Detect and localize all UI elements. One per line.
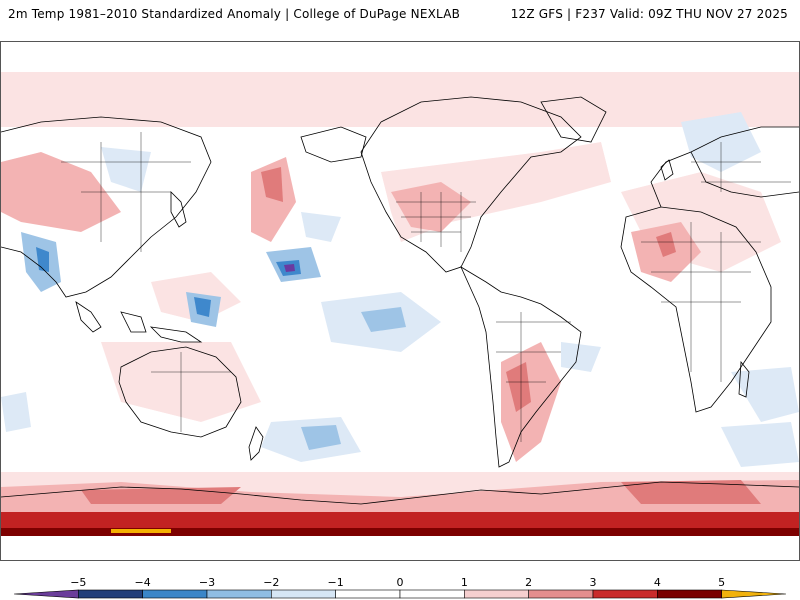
antarctic-warm-east (621, 480, 761, 504)
header: 2m Temp 1981–2010 Standardized Anomaly |… (0, 0, 800, 30)
negative-anomaly-layer (1, 112, 799, 467)
siberia-warm (1, 152, 121, 232)
colorbar-segment (335, 589, 401, 599)
colorbar-segment (528, 589, 594, 599)
colorbar-segment (399, 589, 465, 599)
west-pacific-cool-core (194, 297, 211, 317)
antarctic-interior-warm (1, 512, 799, 530)
colorbar-segment (271, 589, 336, 599)
indian-ocean-cool (731, 367, 799, 422)
antarctic-extreme-warm (1, 528, 799, 536)
north-pacific-cool (301, 212, 341, 242)
madagascar-coast (738, 360, 750, 398)
europe-coast (650, 126, 799, 208)
us-state-borders (396, 192, 476, 252)
west-edge-cool (1, 392, 31, 432)
anomaly-map[interactable] (0, 41, 800, 561)
antarctica-coast (1, 481, 799, 505)
central-asia-cool (101, 147, 151, 192)
antarctic-warm-west (81, 487, 241, 504)
argentina-warm-core (506, 362, 531, 412)
colorbar-segment (206, 589, 272, 599)
south-america-borders (496, 312, 571, 442)
africa-coast (620, 206, 772, 413)
australia-borders (151, 352, 231, 432)
sahara-warm-core (656, 232, 676, 257)
colorbar-segment (13, 589, 79, 599)
africa-borders (641, 222, 761, 382)
colorbar-tick-label: 5 (718, 576, 726, 589)
colorbar-segment (142, 589, 208, 599)
north-america-coast (360, 96, 582, 273)
run-info: 12Z GFS | F237 Valid: 09Z THU NOV 27 202… (510, 7, 788, 21)
colorbar-tick-label: 2 (525, 576, 533, 589)
colorbar-segment (464, 589, 529, 599)
map-canvas (1, 72, 799, 536)
colorbar-segment (78, 589, 143, 599)
australia-coast (118, 346, 242, 438)
pacific-cool-extreme (284, 264, 295, 272)
colorbar-tick-label: 0 (396, 576, 404, 589)
greenland-coast (540, 96, 607, 143)
north-pacific-warm-core (261, 167, 283, 202)
colorbar-tick-label: −4 (134, 576, 151, 589)
south-atlantic-cool (561, 342, 601, 372)
colorbar-tick-label: −3 (198, 576, 216, 589)
colorbar-tick-label: 4 (653, 576, 661, 589)
positive-anomaly-layer (1, 72, 799, 536)
south-america-coast (460, 266, 582, 468)
us-southwest-warm (391, 182, 471, 232)
asia-coast (1, 116, 212, 298)
new-zealand-coast (248, 426, 264, 461)
asia-borders (61, 132, 191, 252)
antarctic-peak-warm (111, 529, 171, 533)
japan-coast (170, 191, 187, 228)
colorbar-tick-label: 1 (460, 576, 468, 589)
border-layer (61, 132, 791, 442)
alaska-coast (300, 126, 367, 163)
coastline-layer (1, 96, 799, 505)
uk-coast (660, 159, 674, 181)
europe-borders (691, 142, 791, 192)
indonesia-coast (75, 301, 203, 343)
colorbar-segment (721, 589, 787, 599)
far-south-pacific-cool-core (301, 425, 341, 450)
south-indian-cool (721, 422, 799, 467)
arctic-warm-band (1, 72, 799, 127)
map-title: 2m Temp 1981–2010 Standardized Anomaly |… (8, 7, 461, 21)
colorbar-tick-label: −2 (263, 576, 280, 589)
colorbar-tick-label: 3 (589, 576, 597, 589)
colorbar-segment (592, 589, 658, 599)
colorbar-tick-label: −1 (327, 576, 344, 589)
south-pacific-cool-core (361, 307, 406, 332)
colorbar-tick-label: −5 (70, 576, 87, 589)
colorbar (13, 589, 787, 599)
colorbar-segment (657, 589, 722, 599)
